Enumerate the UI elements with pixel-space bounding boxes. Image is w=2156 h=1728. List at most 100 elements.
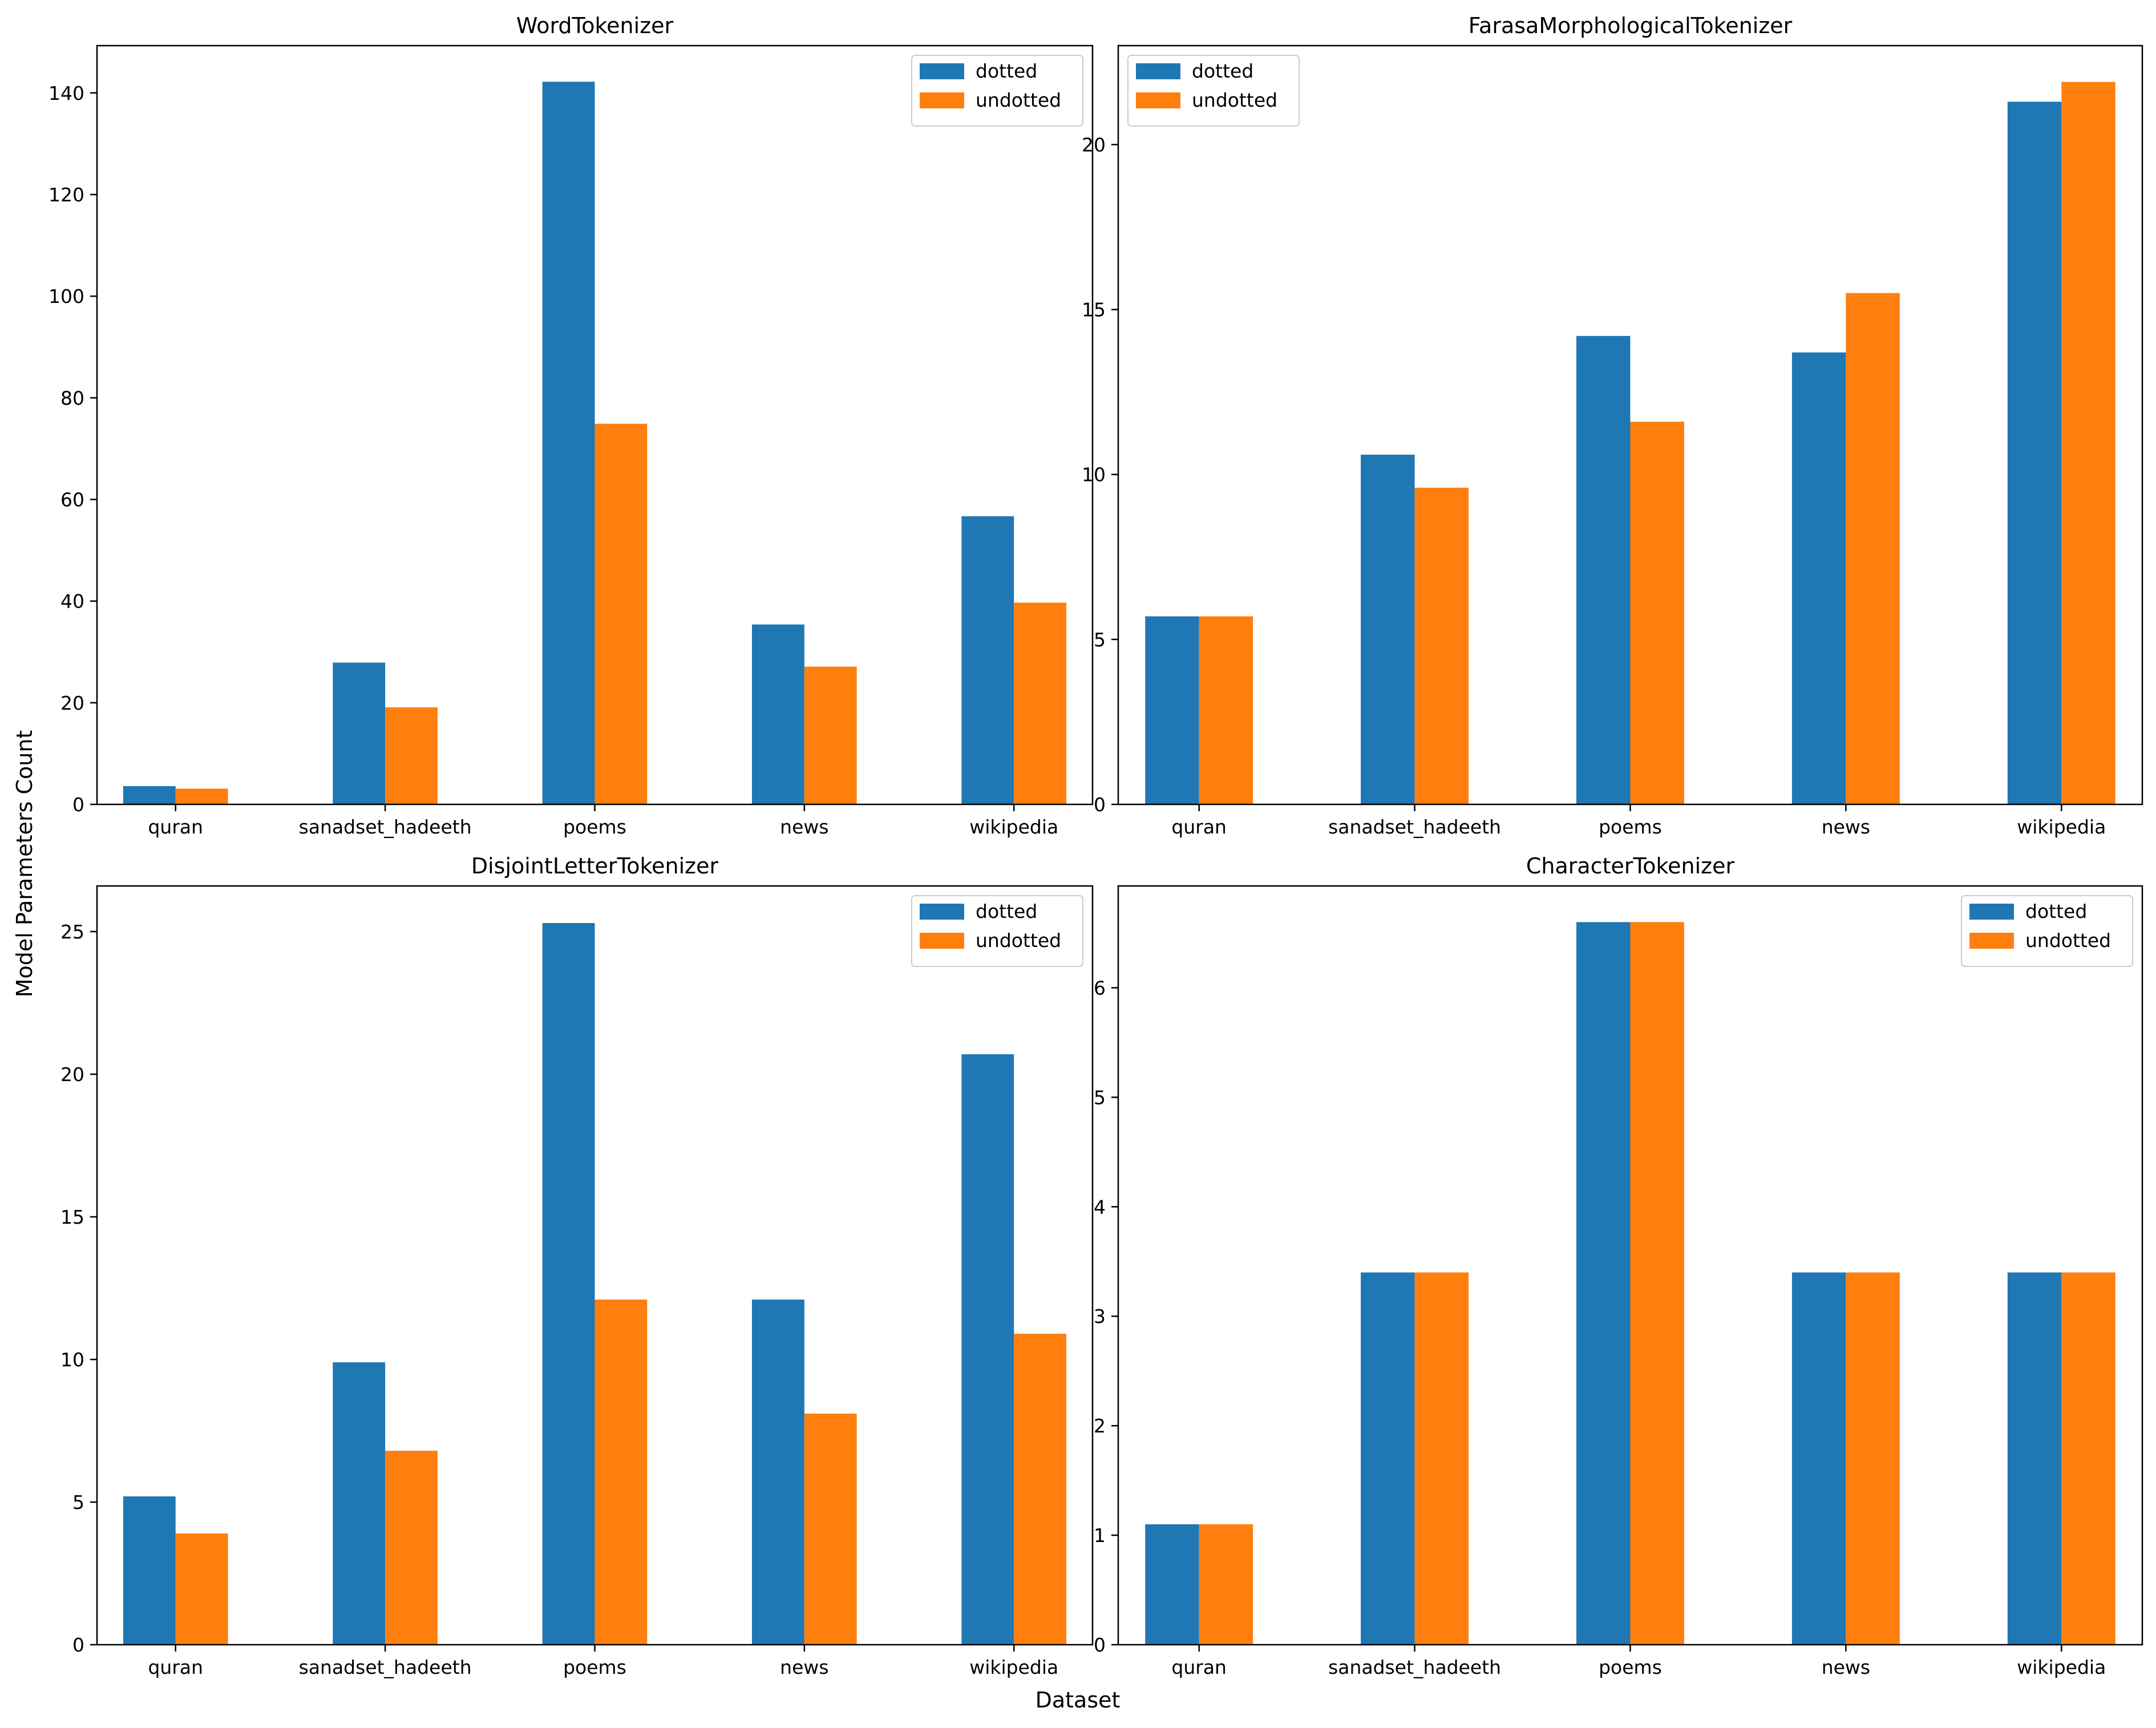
subplot-DisjointLetterTokenizer: DisjointLetterTokenizer 0 5 10 15 20 25 quran sa… xyxy=(60,853,1094,1678)
y-tick-label: 15 xyxy=(1082,299,1106,321)
x-tick-label-sanadset_hadeeth: sanadset_hadeeth xyxy=(1328,816,1501,838)
x-tick-label-sanadset_hadeeth: sanadset_hadeeth xyxy=(299,1656,472,1678)
legend-label-dotted: dotted xyxy=(1192,60,1253,82)
subplot-title: DisjointLetterTokenizer xyxy=(471,853,719,879)
legend-label-dotted: dotted xyxy=(976,900,1037,922)
y-tick-label: 6 xyxy=(1094,977,1106,999)
bar-dotted-news xyxy=(752,1300,804,1645)
legend: dotted undotted xyxy=(1127,55,1300,127)
x-tick-label-poems: poems xyxy=(1599,1656,1662,1678)
y-tick-label: 40 xyxy=(60,590,84,613)
bar-undotted-poems xyxy=(594,1300,648,1645)
y-tick-label: 4 xyxy=(1094,1196,1106,1218)
bar-undotted-news xyxy=(804,666,857,804)
y-tick-label: 100 xyxy=(48,285,84,307)
legend-label-undotted: undotted xyxy=(976,89,1061,111)
bar-undotted-poems xyxy=(1630,922,1684,1645)
x-tick-label-quran: quran xyxy=(1171,816,1227,838)
bar-undotted-sanadset_hadeeth xyxy=(385,1451,438,1645)
legend-swatch-undotted xyxy=(1136,92,1180,108)
bar-dotted-poems xyxy=(1576,922,1631,1645)
figure-x-axis-label: Dataset xyxy=(1035,1687,1121,1713)
bar-undotted-wikipedia xyxy=(1014,602,1067,804)
x-tick-label-poems: poems xyxy=(563,816,626,838)
subplot-CharacterTokenizer: CharacterTokenizer 0 1 2 3 4 5 6 quran sanadset_h… xyxy=(1094,853,2143,1678)
x-tick-label-news: news xyxy=(1822,816,1870,838)
bar-dotted-wikipedia xyxy=(2007,1272,2062,1645)
y-tick-label: 25 xyxy=(60,921,84,943)
bar-undotted-sanadset_hadeeth xyxy=(1414,487,1469,804)
subplot-WordTokenizer: WordTokenizer 0 20 40 60 80 100 120 140 quran sana… xyxy=(48,13,1094,838)
y-tick-label: 120 xyxy=(48,184,84,206)
x-tick-label-news: news xyxy=(1822,1656,1870,1678)
bar-undotted-news xyxy=(1846,1272,1900,1645)
legend-swatch-dotted xyxy=(1136,63,1180,79)
y-tick-label: 0 xyxy=(1094,794,1106,816)
bar-dotted-news xyxy=(1791,352,1846,804)
bar-undotted-news xyxy=(804,1414,857,1645)
y-tick-label: 140 xyxy=(48,82,84,104)
legend-label-undotted: undotted xyxy=(1192,89,1277,111)
subplot-title: FarasaMorphologicalTokenizer xyxy=(1469,13,1793,38)
y-tick-label: 80 xyxy=(60,387,84,409)
subplot-title: CharacterTokenizer xyxy=(1526,853,1735,879)
x-tick-label-poems: poems xyxy=(563,1656,626,1678)
legend-label-dotted: dotted xyxy=(2025,900,2087,922)
bar-dotted-sanadset_hadeeth xyxy=(1361,455,1415,804)
bar-undotted-poems xyxy=(1630,422,1684,804)
y-tick-label: 20 xyxy=(1082,133,1106,156)
bar-undotted-sanadset_hadeeth xyxy=(385,707,438,804)
bar-dotted-poems xyxy=(542,82,595,804)
x-tick-label-news: news xyxy=(780,816,828,838)
bar-undotted-wikipedia xyxy=(1014,1334,1067,1645)
legend-swatch-dotted xyxy=(920,904,964,920)
bar-dotted-wikipedia xyxy=(961,1054,1014,1645)
bar-undotted-quran xyxy=(1199,616,1253,804)
subplot-title: WordTokenizer xyxy=(516,13,674,38)
bar-undotted-news xyxy=(1846,293,1900,804)
bar-undotted-quran xyxy=(1199,1524,1253,1645)
x-tick-label-quran: quran xyxy=(148,816,203,838)
y-tick-label: 2 xyxy=(1094,1415,1106,1437)
legend: dotted undotted xyxy=(1961,895,2133,967)
bar-dotted-wikipedia xyxy=(2007,102,2062,805)
x-tick-label-wikipedia: wikipedia xyxy=(969,1656,1058,1678)
bar-undotted-wikipedia xyxy=(2061,82,2115,805)
y-tick-label: 5 xyxy=(72,1491,84,1513)
bar-dotted-news xyxy=(752,624,804,804)
y-tick-label: 5 xyxy=(1094,629,1106,651)
legend-swatch-dotted xyxy=(920,63,964,79)
bar-dotted-sanadset_hadeeth xyxy=(1361,1272,1415,1645)
x-tick-label-news: news xyxy=(780,1656,828,1678)
x-tick-label-sanadset_hadeeth: sanadset_hadeeth xyxy=(1328,1656,1501,1678)
legend-label-undotted: undotted xyxy=(2025,929,2111,952)
bar-dotted-poems xyxy=(1576,335,1631,804)
bar-dotted-wikipedia xyxy=(961,516,1014,804)
bar-undotted-quran xyxy=(175,1533,228,1645)
y-tick-label: 20 xyxy=(60,692,84,714)
y-tick-label: 3 xyxy=(1094,1305,1106,1328)
x-tick-label-quran: quran xyxy=(148,1656,203,1678)
y-tick-label: 20 xyxy=(60,1063,84,1086)
x-tick-label-quran: quran xyxy=(1171,1656,1227,1678)
bar-dotted-quran xyxy=(1145,1524,1199,1645)
bar-dotted-news xyxy=(1791,1272,1846,1645)
y-tick-label: 1 xyxy=(1094,1524,1106,1547)
y-tick-label: 0 xyxy=(1094,1634,1106,1656)
figure-y-axis-label: Model Parameters Count xyxy=(12,730,37,998)
bar-dotted-sanadset_hadeeth xyxy=(333,662,386,804)
bar-undotted-sanadset_hadeeth xyxy=(1414,1272,1469,1645)
y-tick-label: 60 xyxy=(60,489,84,511)
y-tick-label: 0 xyxy=(72,794,84,816)
x-tick-label-wikipedia: wikipedia xyxy=(2017,1656,2106,1678)
legend: dotted undotted xyxy=(911,55,1083,127)
bar-undotted-wikipedia xyxy=(2061,1272,2115,1645)
y-tick-label: 10 xyxy=(60,1349,84,1371)
y-tick-label: 0 xyxy=(72,1634,84,1656)
legend-swatch-undotted xyxy=(1969,933,2014,949)
y-tick-label: 15 xyxy=(60,1206,84,1228)
subplot-FarasaMorphologicalTokenizer: FarasaMorphologicalTokenizer 0 5 10 15 20 qura… xyxy=(1082,13,2143,838)
legend-label-dotted: dotted xyxy=(976,60,1037,82)
bar-dotted-poems xyxy=(542,923,595,1645)
